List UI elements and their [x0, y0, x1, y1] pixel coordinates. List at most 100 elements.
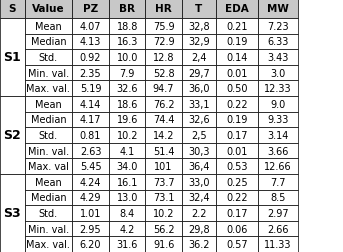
Text: S2: S2: [3, 129, 21, 142]
Bar: [72, 174, 109, 190]
Text: 0.19: 0.19: [226, 115, 248, 125]
Bar: [109, 81, 145, 97]
Bar: [258, 97, 298, 112]
Text: 1.01: 1.01: [80, 208, 101, 218]
Bar: [25, 190, 72, 205]
Text: 2.97: 2.97: [267, 208, 289, 218]
Text: 4.13: 4.13: [80, 37, 101, 47]
Text: 14.2: 14.2: [153, 131, 174, 140]
Bar: [25, 50, 72, 66]
Bar: [182, 174, 216, 190]
Bar: [145, 159, 182, 174]
Bar: [25, 19, 72, 35]
Bar: [258, 159, 298, 174]
Text: 0.53: 0.53: [226, 162, 248, 172]
Bar: [25, 236, 72, 252]
Text: 2.35: 2.35: [80, 68, 102, 78]
Text: 94.7: 94.7: [153, 84, 174, 94]
Bar: [182, 35, 216, 50]
Text: 0.01: 0.01: [226, 68, 248, 78]
Bar: [25, 0, 72, 19]
Text: 7.9: 7.9: [120, 68, 135, 78]
Text: Std.: Std.: [39, 131, 58, 140]
Text: 0.01: 0.01: [226, 146, 248, 156]
Bar: [72, 50, 109, 66]
Bar: [145, 66, 182, 81]
Text: MW: MW: [267, 5, 289, 14]
Text: Median: Median: [31, 115, 66, 125]
Bar: [72, 0, 109, 19]
Bar: [0, 97, 25, 174]
Text: HR: HR: [155, 5, 172, 14]
Bar: [258, 0, 298, 19]
Bar: [258, 143, 298, 159]
Bar: [182, 0, 216, 19]
Bar: [25, 143, 72, 159]
Text: 4.29: 4.29: [80, 193, 101, 203]
Text: 36.2: 36.2: [188, 239, 210, 249]
Text: 33,0: 33,0: [188, 177, 210, 187]
Bar: [216, 174, 258, 190]
Text: 0.22: 0.22: [226, 99, 248, 109]
Text: 0.81: 0.81: [80, 131, 101, 140]
Bar: [109, 0, 145, 19]
Text: 91.6: 91.6: [153, 239, 174, 249]
Bar: [0, 19, 25, 97]
Bar: [109, 205, 145, 221]
Text: 7.7: 7.7: [270, 177, 286, 187]
Text: 36,4: 36,4: [188, 162, 210, 172]
Bar: [109, 143, 145, 159]
Text: 12.66: 12.66: [264, 162, 292, 172]
Bar: [258, 236, 298, 252]
Bar: [72, 190, 109, 205]
Text: Std.: Std.: [39, 208, 58, 218]
Text: 0.17: 0.17: [226, 131, 248, 140]
Bar: [25, 128, 72, 143]
Bar: [258, 128, 298, 143]
Text: 18.8: 18.8: [117, 22, 138, 32]
Text: EDA: EDA: [225, 5, 249, 14]
Bar: [182, 236, 216, 252]
Text: 5.45: 5.45: [80, 162, 102, 172]
Bar: [216, 81, 258, 97]
Text: S3: S3: [3, 207, 21, 220]
Bar: [145, 35, 182, 50]
Text: 32,4: 32,4: [188, 193, 210, 203]
Bar: [258, 50, 298, 66]
Bar: [25, 66, 72, 81]
Bar: [109, 112, 145, 128]
Bar: [216, 236, 258, 252]
Text: 2.95: 2.95: [80, 224, 102, 234]
Bar: [72, 236, 109, 252]
Text: 29,8: 29,8: [188, 224, 210, 234]
Text: 101: 101: [154, 162, 173, 172]
Text: 29,7: 29,7: [188, 68, 210, 78]
Text: 74.4: 74.4: [153, 115, 174, 125]
Bar: [109, 66, 145, 81]
Bar: [72, 19, 109, 35]
Text: 0.50: 0.50: [226, 84, 248, 94]
Bar: [109, 97, 145, 112]
Bar: [216, 19, 258, 35]
Text: 12.33: 12.33: [264, 84, 292, 94]
Bar: [182, 205, 216, 221]
Bar: [25, 174, 72, 190]
Bar: [72, 66, 109, 81]
Text: Std.: Std.: [39, 53, 58, 63]
Bar: [145, 50, 182, 66]
Text: Min. val.: Min. val.: [28, 224, 69, 234]
Text: 2.66: 2.66: [268, 224, 289, 234]
Bar: [72, 128, 109, 143]
Text: 0.22: 0.22: [226, 193, 248, 203]
Text: 0.92: 0.92: [80, 53, 101, 63]
Bar: [182, 19, 216, 35]
Bar: [216, 50, 258, 66]
Text: 0.19: 0.19: [226, 37, 248, 47]
Text: 4.1: 4.1: [120, 146, 135, 156]
Text: 11.33: 11.33: [264, 239, 292, 249]
Text: 36,0: 36,0: [188, 84, 210, 94]
Bar: [145, 205, 182, 221]
Text: 9.33: 9.33: [268, 115, 289, 125]
Bar: [109, 19, 145, 35]
Bar: [258, 174, 298, 190]
